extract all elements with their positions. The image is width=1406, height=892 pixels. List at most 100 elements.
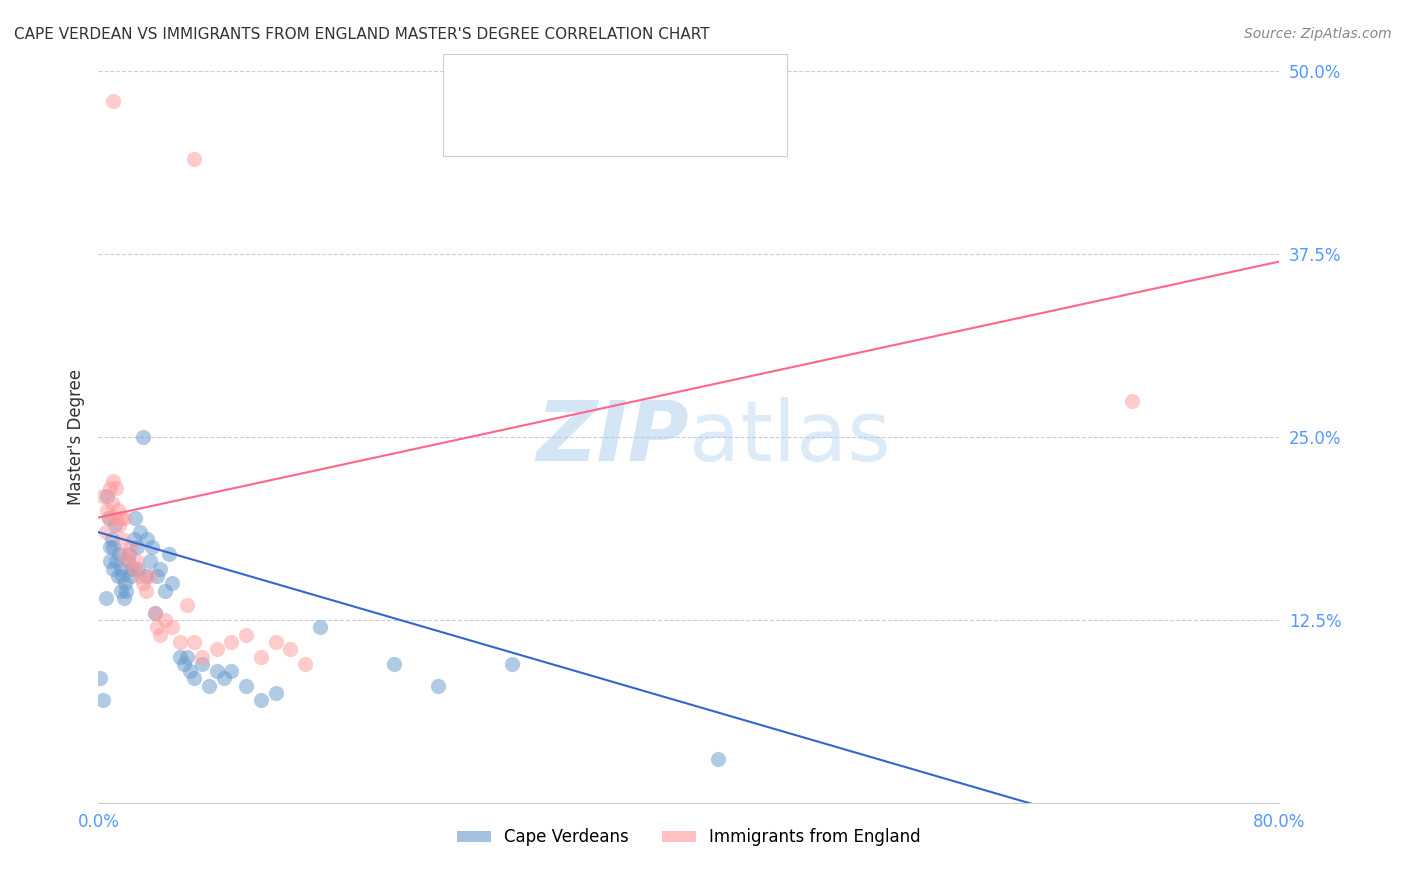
Point	[108, 547, 131, 561]
Point	[121, 562, 143, 576]
Point	[103, 540, 125, 554]
Point	[146, 620, 169, 634]
Point	[117, 554, 139, 568]
Point	[108, 517, 131, 532]
Point	[111, 533, 134, 547]
Point	[96, 503, 118, 517]
Text: atlas: atlas	[689, 397, 890, 477]
Point	[98, 481, 121, 495]
Point	[198, 679, 221, 693]
Point	[120, 569, 142, 583]
Point	[112, 591, 135, 605]
Text: R =: R =	[488, 127, 522, 141]
Point	[104, 517, 127, 532]
Point	[264, 686, 287, 700]
Point	[162, 620, 183, 634]
Point	[382, 657, 405, 671]
Point	[250, 649, 273, 664]
Point	[183, 635, 205, 649]
Text: ■: ■	[457, 125, 474, 143]
Point	[120, 540, 142, 554]
Point	[707, 752, 730, 766]
Point	[149, 627, 172, 641]
Point	[235, 679, 257, 693]
Point	[139, 569, 162, 583]
Legend: Cape Verdeans, Immigrants from England: Cape Verdeans, Immigrants from England	[451, 822, 927, 853]
Point	[205, 664, 228, 678]
Point	[183, 152, 205, 166]
Point	[125, 540, 148, 554]
Point	[191, 649, 214, 664]
Point	[107, 503, 129, 517]
Point	[117, 554, 139, 568]
Point	[157, 547, 180, 561]
Point	[124, 510, 146, 524]
Point	[98, 540, 121, 554]
Point	[94, 525, 117, 540]
Point	[309, 620, 332, 634]
Point	[97, 510, 120, 524]
Text: R =: R =	[488, 88, 522, 103]
Point	[125, 554, 148, 568]
Text: N =: N =	[612, 127, 645, 141]
Point	[173, 657, 195, 671]
Point	[280, 642, 302, 657]
Point	[169, 649, 191, 664]
Point	[114, 547, 136, 561]
Text: 58: 58	[654, 88, 675, 103]
Point	[105, 554, 128, 568]
Point	[264, 635, 287, 649]
Point	[128, 569, 150, 583]
Y-axis label: Master's Degree: Master's Degree	[66, 369, 84, 505]
Point	[153, 583, 176, 598]
Point	[122, 533, 145, 547]
Text: N =: N =	[612, 88, 645, 103]
Point	[104, 510, 127, 524]
Point	[139, 554, 162, 568]
Point	[94, 591, 117, 605]
Point	[128, 525, 150, 540]
Point	[114, 576, 136, 591]
Point	[176, 599, 198, 613]
Point	[294, 657, 316, 671]
Point	[135, 583, 157, 598]
Text: ■: ■	[457, 87, 474, 104]
Point	[162, 576, 183, 591]
Point	[107, 569, 129, 583]
Text: ZIP: ZIP	[536, 397, 689, 477]
Point	[149, 562, 172, 576]
Point	[183, 672, 205, 686]
Point	[132, 430, 155, 444]
Point	[98, 554, 121, 568]
Point	[132, 576, 155, 591]
Point	[501, 657, 523, 671]
Text: -0.320: -0.320	[530, 88, 585, 103]
Point	[103, 474, 125, 488]
Point	[179, 664, 201, 678]
Point	[110, 562, 132, 576]
Point	[127, 562, 149, 576]
Point	[191, 657, 214, 671]
Point	[96, 489, 118, 503]
Point	[100, 533, 122, 547]
Point	[212, 672, 235, 686]
Point	[118, 547, 141, 561]
Point	[122, 562, 145, 576]
Point	[110, 510, 132, 524]
Point	[91, 489, 114, 503]
Point	[103, 562, 125, 576]
Point	[235, 627, 257, 641]
Point	[100, 496, 122, 510]
Point	[112, 510, 135, 524]
Point	[91, 693, 114, 707]
Point	[153, 613, 176, 627]
Point	[115, 583, 138, 598]
Point	[221, 635, 243, 649]
Point	[221, 664, 243, 678]
Point	[169, 635, 191, 649]
Point	[1121, 393, 1143, 408]
Point	[146, 569, 169, 583]
Point	[141, 540, 163, 554]
Text: 42: 42	[654, 127, 675, 141]
Point	[110, 583, 132, 598]
